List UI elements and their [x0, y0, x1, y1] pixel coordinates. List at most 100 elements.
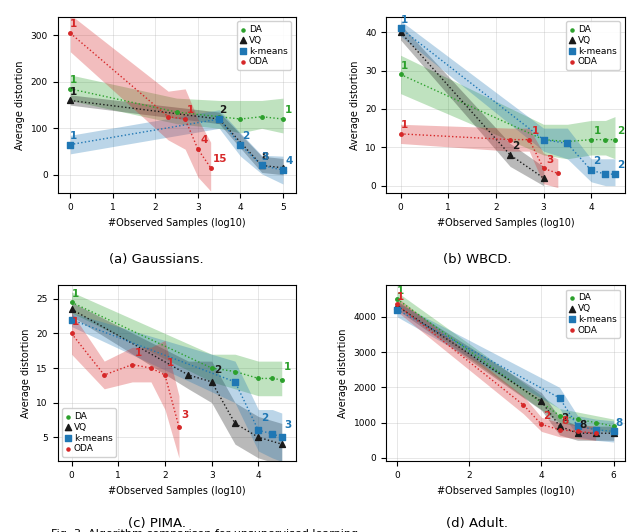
- Point: [591, 429, 601, 437]
- Text: (c) PIMA.: (c) PIMA.: [128, 517, 186, 530]
- Point: [396, 70, 406, 79]
- Text: 1: 1: [167, 358, 175, 368]
- Text: 2: 2: [618, 160, 625, 170]
- Text: 1: 1: [397, 286, 404, 296]
- Point: [572, 422, 582, 430]
- Point: [538, 164, 548, 173]
- Point: [538, 174, 548, 182]
- Text: 2: 2: [618, 126, 625, 136]
- Point: [610, 135, 620, 144]
- Text: 1: 1: [532, 126, 539, 136]
- Legend: DA, VQ, k-means, ODA: DA, VQ, k-means, ODA: [237, 21, 291, 70]
- Point: [257, 112, 267, 121]
- Point: [183, 371, 193, 379]
- Point: [276, 433, 287, 442]
- Text: 8: 8: [579, 420, 587, 430]
- Text: 1: 1: [134, 348, 142, 358]
- Point: [268, 374, 278, 383]
- Text: 1: 1: [401, 61, 408, 71]
- Text: 2: 2: [243, 131, 250, 141]
- Point: [214, 115, 224, 123]
- Point: [268, 429, 278, 438]
- Point: [257, 161, 267, 170]
- Point: [276, 440, 287, 448]
- Point: [65, 140, 76, 149]
- Legend: DA, VQ, k-means, ODA: DA, VQ, k-means, ODA: [62, 408, 116, 457]
- Point: [193, 145, 203, 153]
- Point: [207, 364, 217, 372]
- Point: [586, 135, 596, 144]
- Text: 1: 1: [285, 105, 292, 115]
- Y-axis label: Average distortion: Average distortion: [338, 328, 348, 418]
- Text: Fig. 3: Algorithm comparison for unsupervised learning: Fig. 3: Algorithm comparison for unsuper…: [51, 529, 358, 532]
- Point: [610, 170, 620, 178]
- Point: [609, 427, 619, 436]
- Point: [396, 24, 406, 32]
- Point: [554, 411, 564, 420]
- Point: [65, 29, 76, 37]
- Legend: DA, VQ, k-means, ODA: DA, VQ, k-means, ODA: [566, 289, 620, 338]
- Point: [160, 371, 170, 379]
- Point: [572, 429, 582, 437]
- Point: [600, 170, 611, 178]
- Y-axis label: Average distortion: Average distortion: [20, 328, 31, 418]
- Y-axis label: Average distortion: Average distortion: [349, 60, 360, 150]
- Point: [392, 302, 402, 311]
- Text: 1: 1: [72, 317, 79, 327]
- Point: [536, 420, 547, 429]
- Text: 3: 3: [181, 410, 189, 420]
- Point: [586, 166, 596, 174]
- Point: [230, 419, 240, 428]
- Point: [572, 415, 582, 423]
- Point: [536, 397, 547, 406]
- Text: 8: 8: [262, 152, 269, 162]
- Text: 1: 1: [284, 362, 291, 371]
- Point: [591, 426, 601, 434]
- Text: 1: 1: [397, 292, 404, 302]
- Point: [253, 374, 264, 383]
- Point: [278, 166, 288, 174]
- Point: [278, 163, 288, 172]
- Point: [67, 298, 77, 306]
- Point: [99, 371, 109, 379]
- Point: [505, 151, 515, 159]
- Point: [396, 130, 406, 138]
- Text: (d) Adult.: (d) Adult.: [446, 517, 508, 530]
- Text: 4: 4: [200, 136, 207, 145]
- Point: [172, 108, 182, 117]
- Text: 3: 3: [546, 155, 553, 164]
- Point: [205, 163, 216, 172]
- Point: [278, 115, 288, 123]
- Point: [554, 422, 564, 430]
- Point: [518, 401, 529, 409]
- Point: [67, 305, 77, 313]
- Text: 1: 1: [401, 14, 408, 24]
- Text: 2: 2: [543, 411, 550, 420]
- X-axis label: #Observed Samples (log10): #Observed Samples (log10): [436, 486, 574, 496]
- Point: [146, 364, 156, 372]
- Text: 3: 3: [262, 152, 269, 162]
- Point: [396, 28, 406, 37]
- Text: 8: 8: [561, 416, 568, 426]
- Point: [562, 137, 572, 146]
- Text: 1: 1: [70, 131, 77, 141]
- Point: [538, 135, 548, 144]
- Point: [562, 139, 572, 148]
- Point: [600, 135, 611, 144]
- Text: 2: 2: [214, 365, 221, 375]
- Text: 1: 1: [401, 120, 408, 130]
- Point: [572, 427, 582, 436]
- Point: [392, 300, 402, 309]
- Point: [230, 378, 240, 386]
- Point: [67, 329, 77, 338]
- Point: [236, 140, 246, 149]
- Text: 1: 1: [70, 20, 77, 29]
- Text: 1: 1: [70, 75, 77, 85]
- Legend: DA, VQ, k-means, ODA: DA, VQ, k-means, ODA: [566, 21, 620, 70]
- Point: [609, 429, 619, 437]
- Text: 1: 1: [188, 105, 195, 115]
- Point: [538, 135, 548, 144]
- Point: [591, 429, 601, 437]
- Point: [591, 418, 601, 427]
- Text: 8: 8: [616, 418, 623, 428]
